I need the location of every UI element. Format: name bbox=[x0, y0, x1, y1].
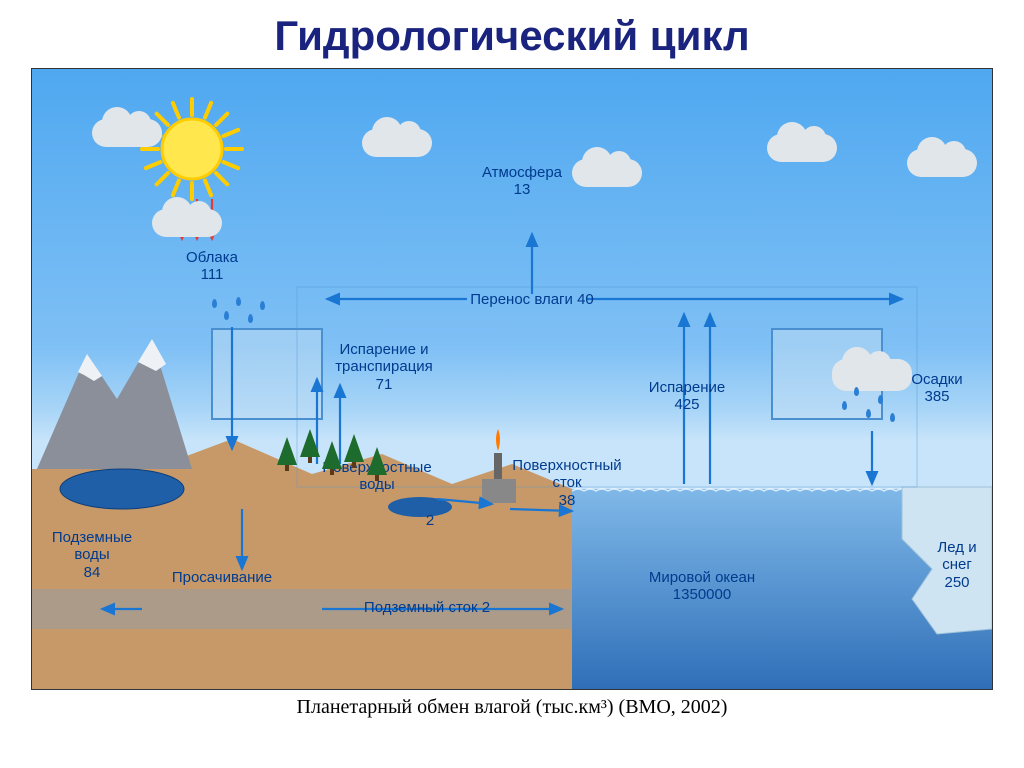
raindrop-icon bbox=[854, 387, 859, 396]
tree-icon bbox=[367, 447, 387, 475]
tree-icon bbox=[344, 434, 364, 462]
cloud-icon bbox=[572, 159, 642, 187]
raindrop-icon bbox=[236, 297, 241, 306]
groundwater-label: Подземные воды84 bbox=[42, 529, 142, 581]
page-title: Гидрологический цикл bbox=[0, 0, 1024, 68]
surface-water-value: 2 bbox=[420, 512, 440, 529]
surface-runoff-label: Поверхностный сток38 bbox=[502, 457, 632, 509]
cloud-icon bbox=[152, 209, 222, 237]
cloud-icon bbox=[767, 134, 837, 162]
raindrop-icon bbox=[224, 311, 229, 320]
atmosphere-label: Атмосфера13 bbox=[462, 164, 582, 199]
tree-icon bbox=[277, 437, 297, 465]
transport-label: Перенос влаги 40 bbox=[462, 291, 602, 308]
ice-label: Лед и снег250 bbox=[927, 539, 987, 591]
raindrop-icon bbox=[260, 301, 265, 310]
raindrop-icon bbox=[878, 395, 883, 404]
evaporation-label: Испарение425 bbox=[637, 379, 737, 414]
cloud-icon bbox=[92, 119, 162, 147]
percolation-label: Просачивание bbox=[162, 569, 282, 586]
evapotrans-label: Испарение и транспирация71 bbox=[324, 341, 444, 393]
cloud-icon bbox=[362, 129, 432, 157]
raindrop-icon bbox=[866, 409, 871, 418]
clouds-label: Облака111 bbox=[172, 249, 252, 284]
tree-icon bbox=[322, 441, 342, 469]
raindrop-icon bbox=[212, 299, 217, 308]
raindrop-icon bbox=[248, 314, 253, 323]
gw-flow-label: Подземный сток 2 bbox=[347, 599, 507, 616]
raindrop-icon bbox=[890, 413, 895, 422]
caption: Планетарный обмен влагой (тыс.км³) (ВМО,… bbox=[0, 696, 1024, 719]
raindrop-icon bbox=[842, 401, 847, 410]
diagram: Атмосфера13 Облака111 Перенос влаги 40 И… bbox=[31, 68, 993, 690]
cloud-icon bbox=[907, 149, 977, 177]
rain-cloud-icon bbox=[832, 359, 912, 391]
tree-icon bbox=[300, 429, 320, 457]
ocean-label: Мировой океан1350000 bbox=[622, 569, 782, 604]
